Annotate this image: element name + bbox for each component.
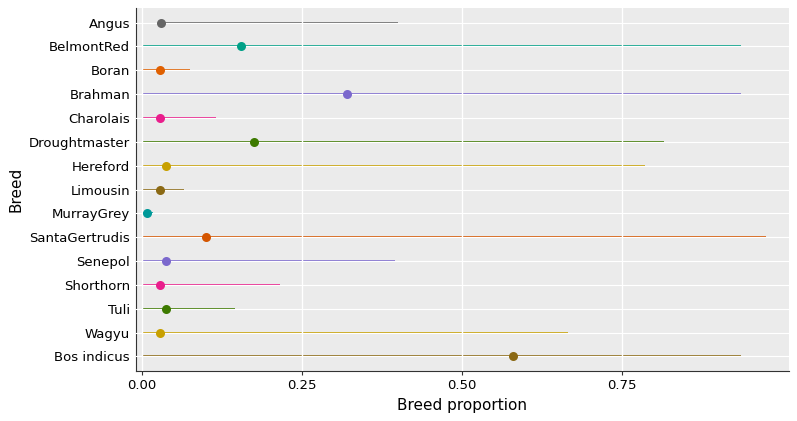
X-axis label: Breed proportion: Breed proportion: [397, 398, 527, 413]
Y-axis label: Breed: Breed: [8, 167, 23, 212]
